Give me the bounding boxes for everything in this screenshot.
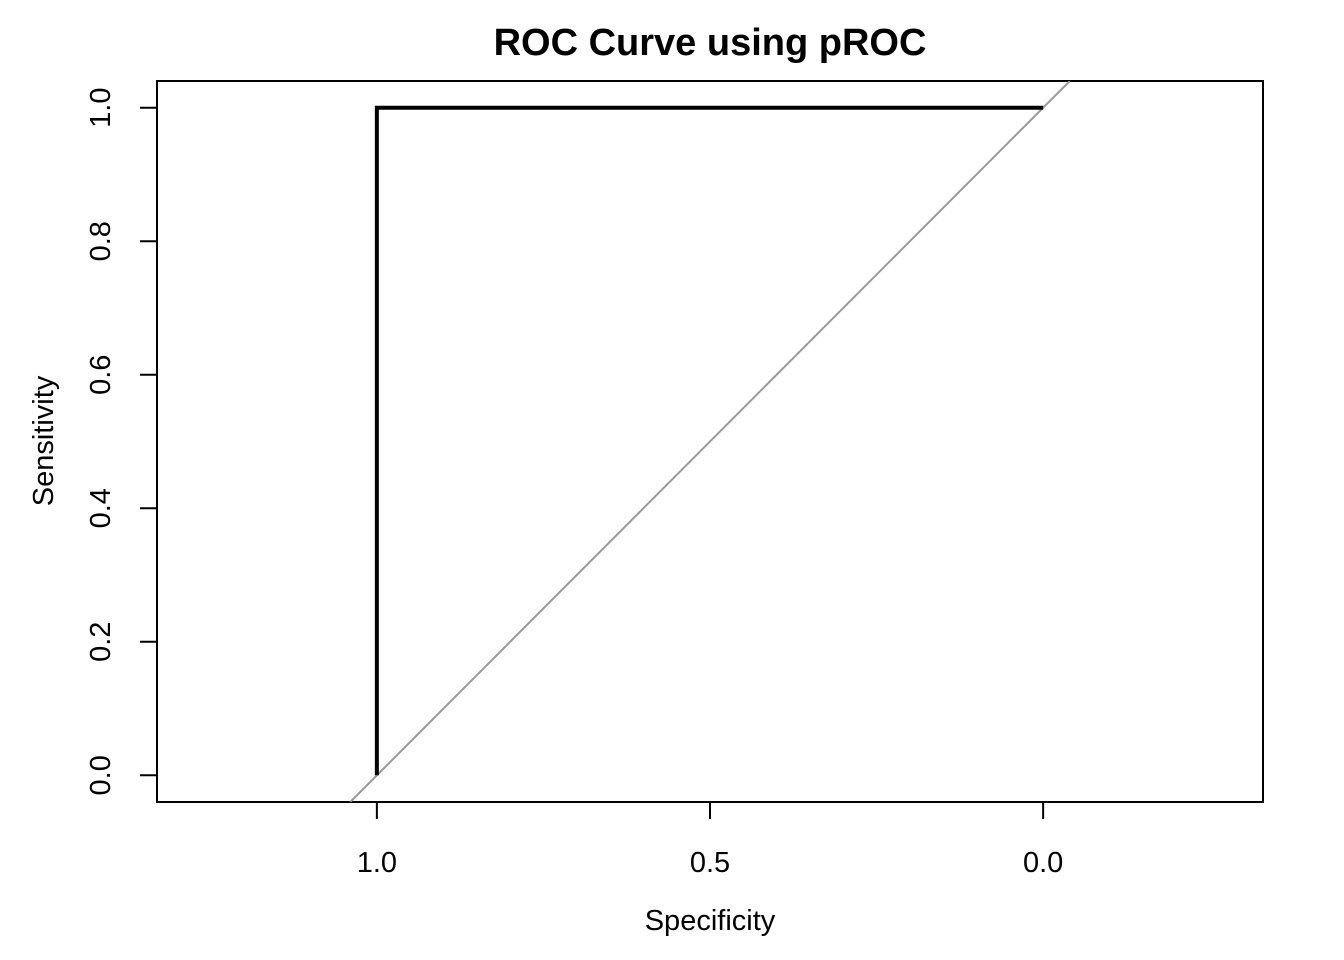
y-tick-label: 0.6 [85, 355, 117, 395]
x-tick-label: 0.0 [1023, 847, 1063, 879]
x-tick-label: 1.0 [357, 847, 397, 879]
roc-curve-line [374, 105, 1044, 776]
y-tick-label: 1.0 [85, 88, 117, 128]
y-axis-label: Sensitivity [28, 375, 60, 506]
y-axis: 0.0 0.2 0.4 0.6 0.8 1.0 [85, 88, 158, 795]
x-tick-label: 0.5 [690, 847, 730, 879]
y-tick-label: 0.0 [85, 755, 117, 795]
y-tick-label: 0.4 [85, 488, 117, 528]
y-tick-label: 0.8 [85, 221, 117, 261]
plot-area [349, 81, 1071, 802]
reference-diagonal-line [349, 81, 1071, 802]
x-axis: 1.0 0.5 0.0 [357, 801, 1063, 879]
y-tick-label: 0.2 [85, 622, 117, 662]
x-axis-label: Specificity [645, 905, 776, 937]
chart-title: ROC Curve using pROC [494, 22, 927, 64]
